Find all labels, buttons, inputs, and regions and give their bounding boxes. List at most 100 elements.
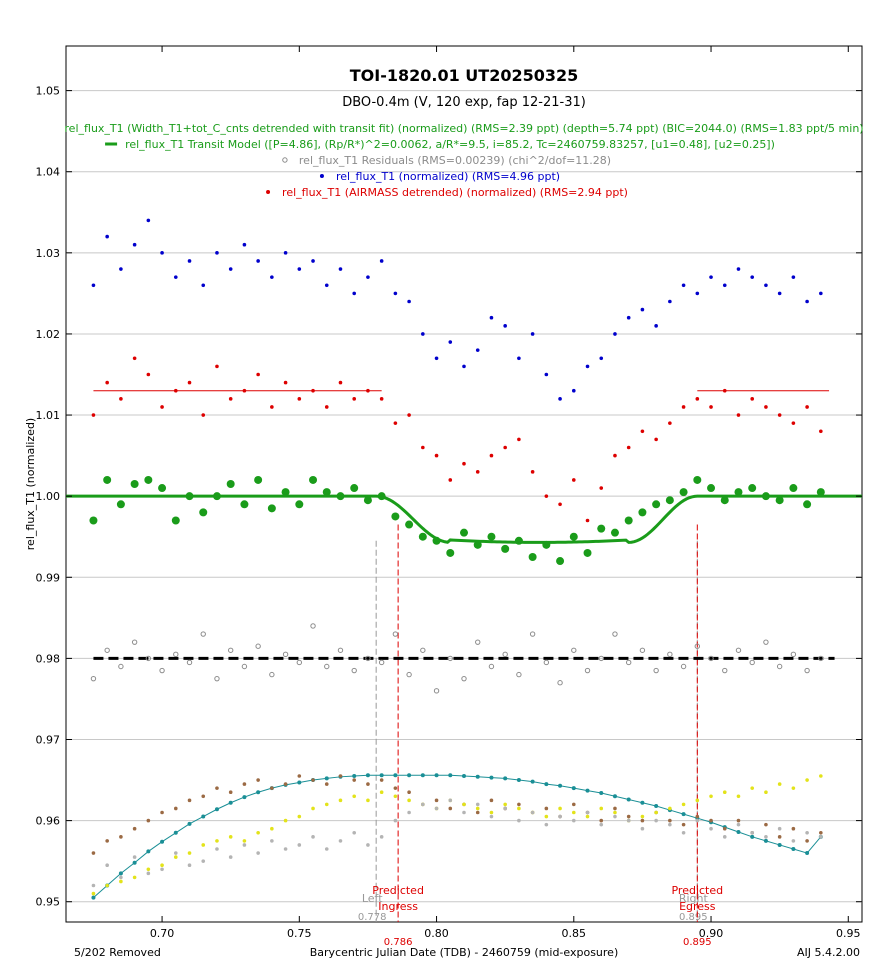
residual-point	[557, 680, 563, 686]
data-point	[626, 818, 631, 823]
data-point	[503, 445, 507, 450]
data-point	[489, 453, 494, 458]
data-point	[448, 773, 453, 778]
data-point	[366, 798, 370, 803]
data-point	[517, 818, 521, 823]
marker-label: Predicted	[372, 884, 424, 897]
data-point	[352, 774, 357, 778]
data-point	[393, 291, 398, 296]
data-point	[160, 863, 164, 868]
data-point	[105, 380, 109, 385]
data-point	[777, 291, 782, 296]
data-point	[558, 814, 562, 819]
data-point	[352, 794, 357, 799]
data-point	[379, 778, 384, 782]
data-point	[475, 802, 480, 807]
data-point	[530, 332, 535, 336]
residual-point	[612, 631, 618, 637]
data-point	[805, 405, 809, 409]
residual-point	[708, 655, 714, 662]
residual-point	[735, 647, 742, 653]
detrended-point	[322, 488, 331, 497]
detrended-point	[638, 508, 647, 517]
legend: rel_flux_T1 (Width_T1+tot_C_cnts detrend…	[64, 122, 863, 199]
data-point	[215, 839, 219, 843]
data-point	[819, 429, 823, 434]
data-point	[640, 800, 645, 805]
residual-point	[694, 643, 701, 649]
data-point	[146, 372, 151, 377]
residual-point	[543, 659, 550, 666]
data-point	[819, 291, 823, 296]
detrended-point	[665, 496, 674, 505]
data-point	[585, 810, 590, 815]
data-point	[599, 806, 604, 811]
data-point	[91, 895, 96, 900]
data-point	[215, 847, 219, 851]
residual-point	[680, 663, 687, 670]
data-point	[695, 814, 700, 819]
legend-entry: rel_flux_T1 (Width_T1+tot_C_cnts detrend…	[64, 122, 863, 135]
data-point	[791, 826, 796, 831]
data-point	[599, 818, 604, 823]
residual-point	[159, 667, 165, 674]
data-point	[544, 814, 549, 819]
data-point	[132, 826, 137, 831]
detrended-point	[226, 480, 235, 488]
detrended-point	[144, 475, 153, 484]
series-group	[90, 623, 824, 694]
data-point	[338, 380, 343, 385]
data-point	[722, 835, 727, 839]
detrended-point	[158, 484, 167, 493]
data-point	[585, 788, 590, 793]
data-point	[599, 356, 604, 361]
data-point	[270, 405, 274, 409]
detrended-point	[748, 484, 757, 493]
data-point	[324, 776, 329, 781]
data-point	[324, 847, 329, 851]
data-point	[681, 405, 686, 409]
detrended-point	[610, 528, 619, 537]
detrended-point	[583, 548, 592, 557]
data-point	[640, 307, 645, 312]
data-point	[668, 818, 672, 823]
detrended-point	[103, 475, 112, 484]
data-point	[805, 299, 809, 304]
data-point	[791, 847, 796, 851]
detrended-point	[295, 500, 304, 509]
data-point	[256, 372, 260, 377]
data-point	[558, 397, 562, 401]
data-point	[695, 818, 700, 823]
data-point	[324, 782, 329, 786]
residual-point	[104, 647, 110, 653]
data-point	[228, 790, 233, 795]
residual-point	[749, 659, 755, 666]
data-point	[228, 855, 233, 859]
data-point	[819, 835, 823, 839]
data-point	[132, 356, 137, 361]
data-point	[640, 826, 645, 831]
data-point	[791, 421, 796, 425]
data-point	[311, 259, 315, 263]
x-tick-label: 0.70	[150, 927, 175, 940]
data-point	[366, 388, 370, 393]
marker-value: 0.895	[683, 937, 712, 948]
residual-point	[625, 659, 632, 666]
data-point	[146, 871, 151, 876]
residual-point	[351, 667, 357, 674]
x-tick-label: 0.85	[562, 927, 587, 940]
data-point	[668, 299, 672, 304]
data-point	[173, 855, 178, 859]
data-point	[283, 847, 288, 851]
data-point	[571, 786, 576, 791]
series-group	[91, 774, 823, 855]
residual-point	[639, 647, 646, 653]
data-point	[475, 774, 480, 779]
data-point	[722, 388, 727, 393]
data-point	[215, 364, 219, 369]
data-point	[201, 283, 206, 288]
data-point	[777, 835, 782, 839]
data-point	[160, 251, 164, 255]
data-point	[91, 851, 96, 855]
x-axis-ticks: 0.70 0.75 0.80 0.85 0.90 0.95	[150, 46, 861, 940]
